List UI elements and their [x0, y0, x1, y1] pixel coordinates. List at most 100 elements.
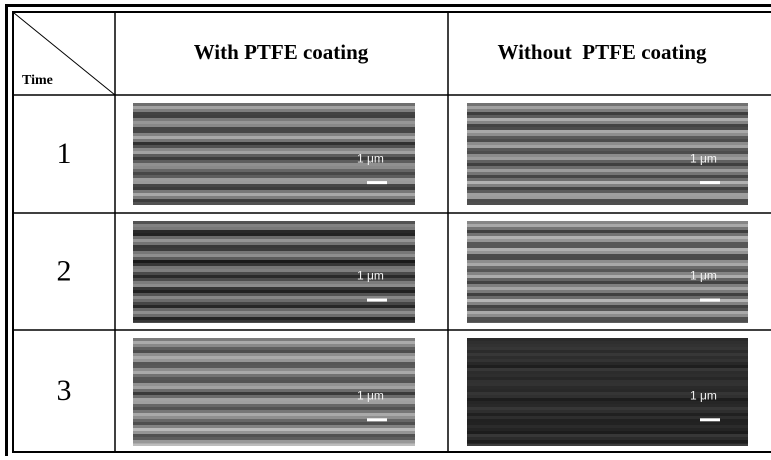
micrograph-stripe [133, 365, 415, 368]
micrograph-stripe [133, 341, 415, 344]
micrograph-stripe [133, 202, 415, 205]
micrograph-stripe [133, 422, 415, 425]
micrograph-stripe [467, 377, 748, 380]
micrograph-stripe [467, 404, 748, 407]
micrograph-stripe [133, 320, 415, 323]
scale-label: 1 μm [690, 151, 717, 165]
micrograph-stripe [467, 308, 748, 311]
micrograph-stripe [467, 305, 748, 308]
micrograph-stripe [133, 193, 415, 196]
micrograph-stripe [133, 190, 415, 193]
micrograph-stripe [133, 151, 415, 154]
micrograph-stripe [133, 172, 415, 175]
micrograph-stripe [133, 368, 415, 371]
micrograph-stripe [133, 239, 415, 242]
micrograph-stripe [467, 236, 748, 239]
micrograph-stripe [467, 302, 748, 305]
micrograph-stripe [133, 296, 415, 299]
micrograph-stripe [133, 410, 415, 413]
micrograph-stripe [133, 175, 415, 178]
micrograph-stripe [133, 254, 415, 257]
micrograph-stripe [467, 434, 748, 437]
micrograph-stripe [133, 224, 415, 227]
micrograph-stripe [133, 166, 415, 169]
micrograph-stripe [133, 169, 415, 172]
micrograph-stripe [467, 392, 748, 395]
outer-border [5, 4, 771, 7]
micrograph-stripe [133, 314, 415, 317]
micrograph-stripe [133, 428, 415, 431]
micrograph-stripe [467, 314, 748, 317]
micrograph-stripe [133, 311, 415, 314]
micrograph-stripe [133, 266, 415, 269]
micrograph-stripe [133, 160, 415, 163]
micrograph-stripe [467, 199, 748, 202]
micrograph-stripe [133, 136, 415, 139]
time-label: 3 [57, 374, 72, 407]
micrograph-stripe [467, 181, 748, 184]
micrograph-stripe [467, 193, 748, 196]
micrograph-stripe [467, 124, 748, 127]
micrograph-stripe [133, 413, 415, 416]
micrograph-stripe [467, 121, 748, 124]
micrograph-stripe [133, 350, 415, 353]
micrograph-stripe [467, 287, 748, 290]
corner-label: Time [22, 73, 53, 88]
micrograph-stripe [467, 175, 748, 178]
micrograph-stripe [133, 416, 415, 419]
micrograph-stripe [467, 163, 748, 166]
scale-bar [700, 298, 720, 302]
micrograph-stripe [133, 308, 415, 311]
micrograph-stripe [133, 248, 415, 251]
micrograph-stripe [133, 398, 415, 401]
micrograph-stripe [133, 305, 415, 308]
micrograph-stripe [133, 124, 415, 127]
micrograph-stripe [133, 425, 415, 428]
micrograph-stripe [467, 443, 748, 446]
scale-bar [700, 418, 720, 422]
micrograph-stripe [133, 371, 415, 374]
micrograph-stripe [133, 133, 415, 136]
micrograph-stripe [467, 224, 748, 227]
column-header: Without PTFE coating [497, 40, 707, 64]
micrograph-stripe [467, 136, 748, 139]
micrograph-stripe [133, 443, 415, 446]
micrograph-stripe [467, 368, 748, 371]
micrograph-stripe [467, 184, 748, 187]
micrograph-stripe [467, 118, 748, 121]
micrograph-stripe [467, 359, 748, 362]
micrograph-stripe [467, 130, 748, 133]
micrograph-stripe [467, 245, 748, 248]
micrograph-stripe [133, 163, 415, 166]
micrograph-stripe [133, 221, 415, 224]
scale-label: 1 μm [690, 269, 717, 283]
micrograph-stripe [133, 154, 415, 157]
scale-label: 1 μm [690, 388, 717, 402]
micrograph-stripe [467, 139, 748, 142]
micrograph-stripe [467, 353, 748, 356]
micrograph-stripe [133, 281, 415, 284]
micrograph-stripe [467, 347, 748, 350]
micrograph-stripe [467, 407, 748, 410]
micrograph-stripe [467, 371, 748, 374]
micrograph-stripe [467, 383, 748, 386]
micrograph-stripe [467, 269, 748, 272]
micrograph-stripe [467, 145, 748, 148]
micrograph-stripe [133, 115, 415, 118]
micrograph-stripe [133, 148, 415, 151]
micrograph-stripe [467, 142, 748, 145]
corner-diagonal [13, 12, 116, 96]
micrograph-stripe [133, 395, 415, 398]
micrograph-stripe [133, 299, 415, 302]
micrograph-stripe [133, 383, 415, 386]
micrograph-stripe [133, 404, 415, 407]
micrograph-stripe [467, 386, 748, 389]
micrograph-stripe [133, 380, 415, 383]
micrograph-stripe [467, 260, 748, 263]
micrograph-stripe [467, 356, 748, 359]
micrograph-stripe [467, 254, 748, 257]
micrograph-stripe [133, 284, 415, 287]
micrograph-stripe [467, 154, 748, 157]
